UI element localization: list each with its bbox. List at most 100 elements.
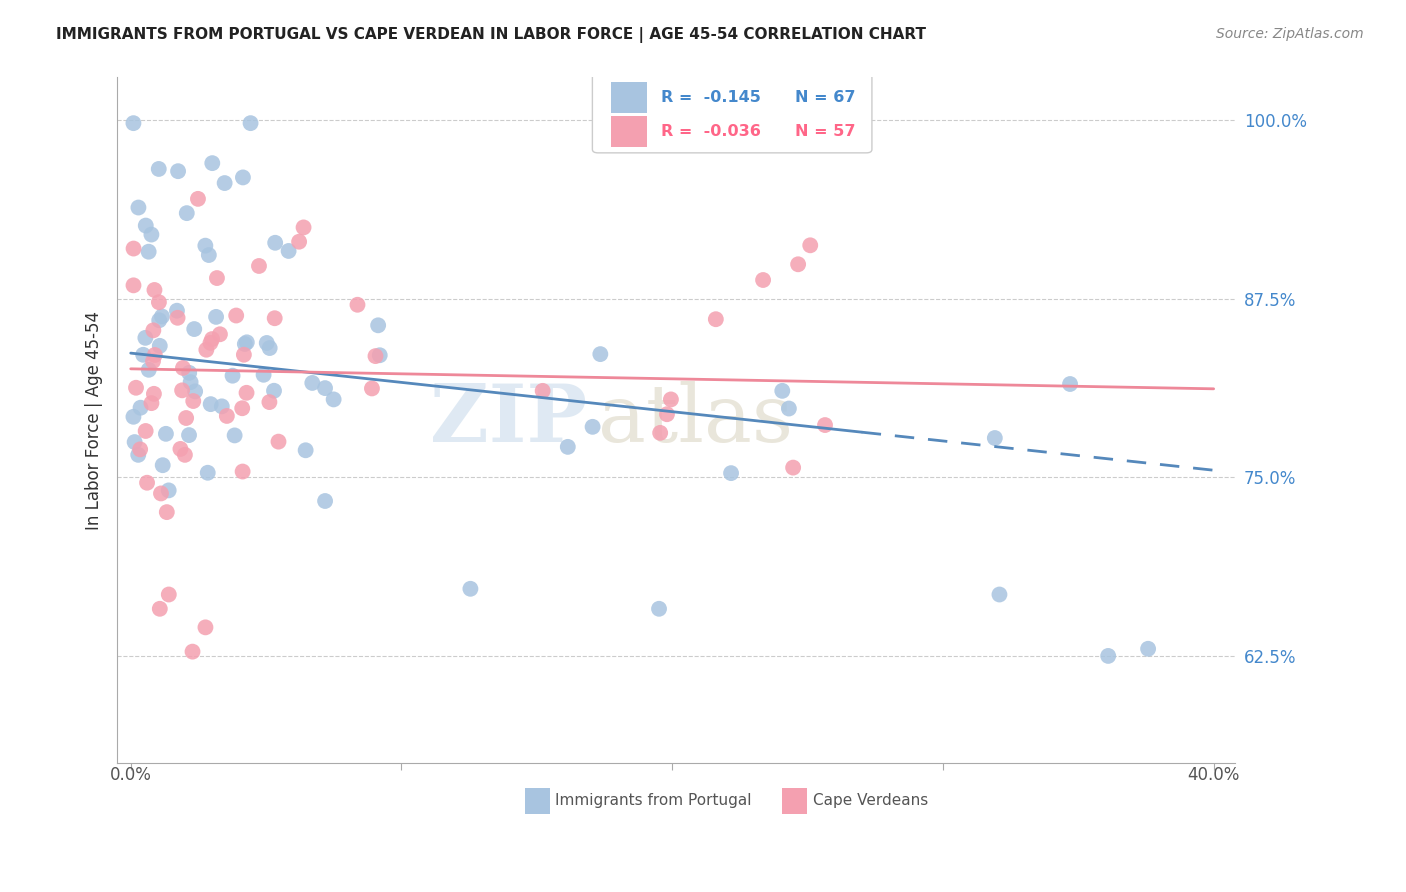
Point xyxy=(127,201,149,215)
Point xyxy=(367,318,389,333)
Bar xyxy=(612,116,647,147)
Point xyxy=(655,407,678,421)
FancyBboxPatch shape xyxy=(592,74,872,153)
Text: 0.0%: 0.0% xyxy=(110,766,152,784)
Point xyxy=(198,248,221,262)
Bar xyxy=(612,82,647,113)
Point xyxy=(132,348,155,362)
Point xyxy=(200,335,222,350)
Text: IMMIGRANTS FROM PORTUGAL VS CAPE VERDEAN IN LABOR FORCE | AGE 45-54 CORRELATION : IMMIGRANTS FROM PORTUGAL VS CAPE VERDEAN… xyxy=(56,27,927,43)
Point xyxy=(174,411,197,425)
Point xyxy=(176,206,198,220)
Point xyxy=(122,242,145,256)
Point xyxy=(138,244,160,259)
Point xyxy=(259,341,281,355)
Point xyxy=(141,227,163,242)
Point xyxy=(589,347,612,361)
Point xyxy=(224,428,246,442)
Point xyxy=(125,381,148,395)
Point xyxy=(368,348,391,362)
Point xyxy=(225,309,247,323)
Point xyxy=(364,349,387,363)
Point xyxy=(157,587,180,601)
Point xyxy=(200,397,222,411)
Point xyxy=(184,384,207,399)
Point xyxy=(122,409,145,424)
Point xyxy=(150,310,173,324)
Point xyxy=(1097,648,1119,663)
Point xyxy=(169,442,191,456)
Text: Source: ZipAtlas.com: Source: ZipAtlas.com xyxy=(1216,27,1364,41)
Text: R =  -0.145: R = -0.145 xyxy=(661,90,761,105)
Point xyxy=(232,348,254,362)
Point xyxy=(259,395,281,409)
Point xyxy=(194,238,217,252)
Point xyxy=(277,244,299,258)
Point xyxy=(122,278,145,293)
Point xyxy=(581,419,603,434)
Point xyxy=(138,363,160,377)
Point xyxy=(221,368,243,383)
Text: Immigrants from Portugal: Immigrants from Portugal xyxy=(555,793,752,808)
Point xyxy=(208,327,231,342)
Point xyxy=(205,310,228,324)
Point xyxy=(782,460,804,475)
Point xyxy=(301,376,323,390)
Point xyxy=(181,394,204,409)
Point xyxy=(267,434,290,449)
Point xyxy=(233,337,256,351)
Point xyxy=(148,161,170,176)
Point xyxy=(135,219,157,233)
Point xyxy=(148,313,170,327)
Point xyxy=(155,426,177,441)
Text: Cape Verdeans: Cape Verdeans xyxy=(813,793,928,808)
Point xyxy=(235,385,257,400)
Point xyxy=(314,381,336,395)
Point xyxy=(264,235,287,250)
Point xyxy=(984,431,1007,445)
Bar xyxy=(783,789,807,814)
Point xyxy=(201,332,224,346)
Point xyxy=(236,335,259,350)
Point xyxy=(799,238,821,252)
Point xyxy=(134,331,156,345)
Point xyxy=(704,312,727,326)
Point xyxy=(1137,641,1160,656)
Point xyxy=(129,442,152,457)
Point xyxy=(988,587,1011,601)
Point xyxy=(124,435,146,450)
Point xyxy=(149,601,172,615)
Point xyxy=(659,392,682,407)
Point xyxy=(314,494,336,508)
Point xyxy=(720,466,742,480)
Point xyxy=(239,116,262,130)
Point xyxy=(135,424,157,438)
Point xyxy=(166,310,188,325)
Point xyxy=(346,298,368,312)
Point xyxy=(205,271,228,285)
Bar xyxy=(526,789,550,814)
Point xyxy=(187,192,209,206)
Point xyxy=(148,295,170,310)
Text: R =  -0.036: R = -0.036 xyxy=(661,124,761,139)
Point xyxy=(294,443,316,458)
Point xyxy=(460,582,482,596)
Point xyxy=(142,387,165,401)
Point xyxy=(127,448,149,462)
Point xyxy=(288,235,311,249)
Point xyxy=(179,366,201,380)
Point xyxy=(252,368,274,382)
Point xyxy=(211,400,233,414)
Text: atlas: atlas xyxy=(598,381,793,459)
Point xyxy=(156,505,179,519)
Point xyxy=(152,458,174,473)
Point xyxy=(183,322,205,336)
Text: 40.0%: 40.0% xyxy=(1188,766,1240,784)
Point xyxy=(232,465,254,479)
Point xyxy=(292,220,315,235)
Point xyxy=(231,401,253,416)
Point xyxy=(263,384,285,398)
Point xyxy=(557,440,579,454)
Point xyxy=(214,176,236,190)
Point xyxy=(142,354,165,368)
